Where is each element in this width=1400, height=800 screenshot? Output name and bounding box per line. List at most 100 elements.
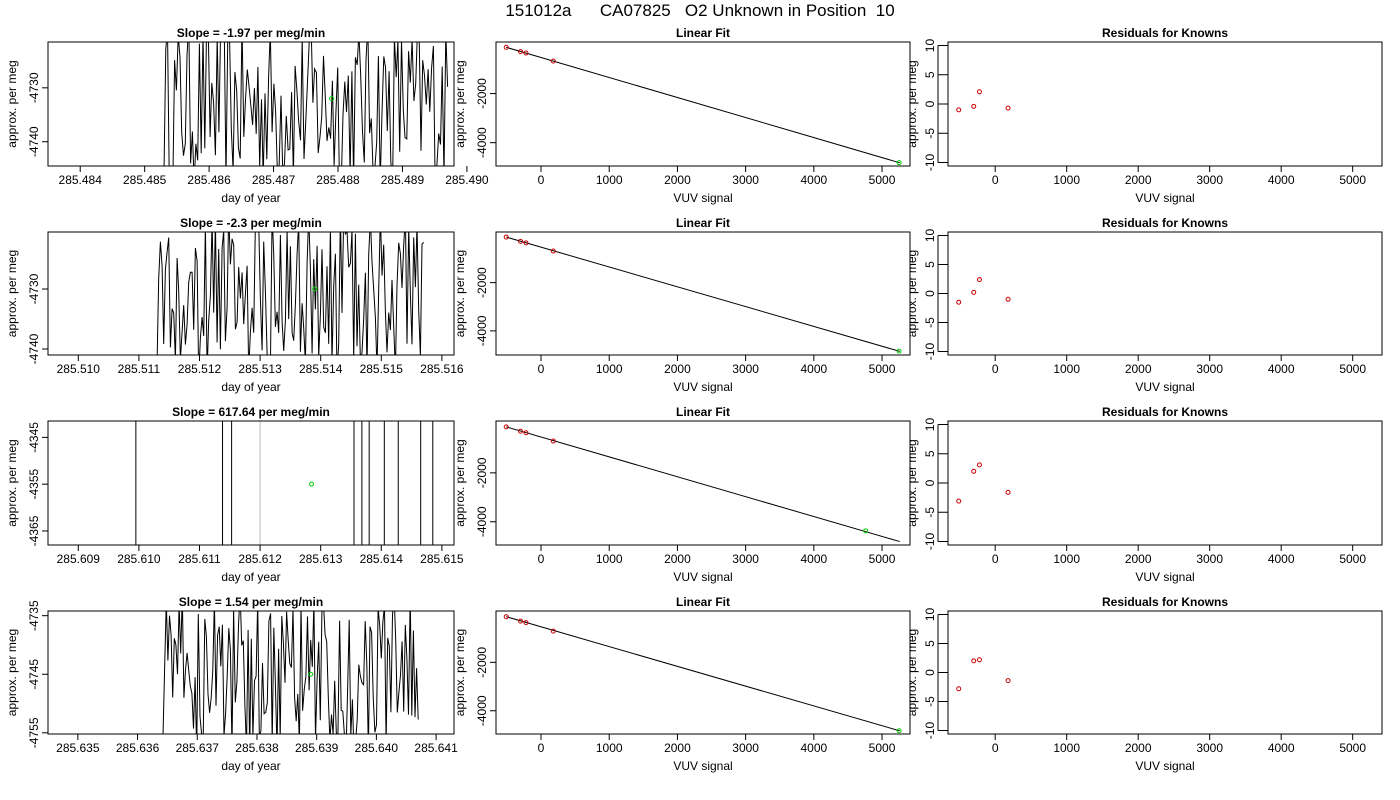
y-tick-label: -2000 — [475, 647, 489, 678]
y-tick-label: 10 — [923, 418, 937, 432]
x-tick-label: 285.511 — [118, 362, 161, 376]
residual-point — [977, 463, 981, 467]
chart-title: Linear Fit — [676, 595, 730, 609]
x-tick-label: 1000 — [1053, 173, 1080, 187]
chart-title: Residuals for Knowns — [1102, 216, 1228, 230]
x-tick-label: 3000 — [732, 362, 759, 376]
x-axis-label: VUV signal — [673, 380, 732, 394]
x-tick-label: 285.488 — [316, 173, 360, 187]
y-tick-label: -4355 — [27, 469, 41, 500]
y-tick-label: -4730 — [27, 273, 41, 304]
y-tick-label: -10 — [923, 343, 937, 361]
y-axis-label: approx. per meg — [5, 439, 19, 526]
drift-trace — [157, 211, 424, 377]
y-tick-label: -5 — [923, 128, 937, 139]
y-tick-label: -4000 — [475, 315, 489, 346]
residual-point — [957, 687, 961, 691]
x-tick-label: 3000 — [1196, 552, 1223, 566]
drift-trace — [161, 591, 418, 755]
x-tick-label: 285.484 — [59, 173, 103, 187]
plot-area — [157, 211, 424, 377]
x-tick-label: 285.635 — [56, 741, 100, 755]
y-tick-label: -4000 — [475, 695, 489, 726]
fit-line — [506, 427, 900, 542]
x-tick-label: 285.516 — [420, 362, 464, 376]
x-tick-label: 285.512 — [178, 362, 222, 376]
x-tick-label: 4000 — [1268, 552, 1295, 566]
chart-title: Residuals for Knowns — [1102, 595, 1228, 609]
x-tick-label: 1000 — [1053, 741, 1080, 755]
y-axis-label: approx. per meg — [5, 60, 19, 147]
chart-title: Slope = -1.97 per meg/min — [177, 26, 325, 40]
plot-frame — [48, 232, 454, 355]
x-tick-label: 4000 — [1268, 362, 1295, 376]
x-tick-label: 285.615 — [420, 552, 464, 566]
chart-panel-r2-drift: Slope = -2.3 per meg/min 285.510 285.511 28… — [5, 211, 464, 394]
x-tick-label: 285.515 — [360, 362, 404, 376]
chart-title: Residuals for Knowns — [1102, 405, 1228, 419]
x-tick-label: 1000 — [596, 741, 623, 755]
plot-area — [504, 425, 900, 542]
drift-trace — [164, 22, 448, 188]
x-tick-label: 285.487 — [252, 173, 296, 187]
y-tick-label: 0 — [923, 669, 937, 676]
x-tick-label: 3000 — [732, 173, 759, 187]
fit-line — [506, 47, 900, 163]
x-tick-label: 285.485 — [123, 173, 167, 187]
y-tick-label: 5 — [923, 450, 937, 457]
chart-title: Residuals for Knowns — [1102, 26, 1228, 40]
y-tick-label: -5 — [923, 317, 937, 328]
residual-point — [1006, 106, 1010, 110]
y-tick-label: -5 — [923, 696, 937, 707]
chart-panel-r4-drift: Slope = 1.54 per meg/min 285.635 285.636 28… — [5, 591, 458, 773]
residual-point — [1006, 679, 1010, 683]
x-axis-label: VUV signal — [1135, 191, 1194, 205]
plot-area — [957, 278, 1010, 305]
chart-title: Slope = -2.3 per meg/min — [180, 216, 322, 230]
chart-title: Linear Fit — [676, 405, 730, 419]
x-axis-label: VUV signal — [673, 570, 732, 584]
y-tick-label: 10 — [923, 39, 937, 53]
x-tick-label: 5000 — [869, 741, 896, 755]
x-tick-label: 285.489 — [381, 173, 425, 187]
y-axis-label: approx. per meg — [453, 60, 467, 147]
x-tick-label: 5000 — [869, 362, 896, 376]
x-tick-label: 5000 — [869, 173, 896, 187]
x-tick-label: 285.613 — [299, 552, 343, 566]
chart-panel-r4-fit: Linear Fit 0 1000 2000 3000 4000 5000 -2000 -400… — [453, 595, 910, 773]
residual-point — [1006, 297, 1010, 301]
x-tick-label: 285.641 — [414, 741, 458, 755]
x-tick-label: 285.614 — [360, 552, 404, 566]
unknown-point — [310, 482, 314, 486]
x-tick-label: 285.514 — [299, 362, 343, 376]
chart-panel-r3-residuals: Residuals for Knowns 0 1000 2000 3000 4000 500… — [905, 405, 1382, 584]
x-axis-label: day of year — [221, 759, 280, 773]
x-tick-label: 3000 — [732, 552, 759, 566]
x-tick-label: 3000 — [1196, 173, 1223, 187]
chart-grid: Slope = -1.97 per meg/min 285.484 285.485 2… — [0, 0, 1400, 800]
y-tick-label: -4745 — [27, 659, 41, 690]
x-tick-label: 0 — [538, 552, 545, 566]
x-axis-label: VUV signal — [1135, 570, 1194, 584]
y-axis-label: approx. per meg — [905, 60, 919, 147]
plot-frame — [948, 232, 1382, 355]
y-tick-label: -2000 — [475, 457, 489, 488]
x-tick-label: 285.513 — [238, 362, 282, 376]
x-axis-label: VUV signal — [673, 191, 732, 205]
y-tick-label: -4735 — [27, 600, 41, 631]
x-tick-label: 1000 — [596, 173, 623, 187]
x-axis-label: day of year — [221, 191, 280, 205]
x-tick-label: 2000 — [664, 552, 691, 566]
y-tick-label: -10 — [923, 153, 937, 171]
plot-area — [957, 658, 1010, 691]
plot-area — [136, 419, 433, 547]
x-tick-label: 4000 — [1268, 741, 1295, 755]
plot-area — [164, 22, 448, 188]
x-tick-label: 4000 — [800, 362, 827, 376]
y-tick-label: -4000 — [475, 127, 489, 158]
y-axis-label: approx. per meg — [453, 250, 467, 337]
x-tick-label: 5000 — [1339, 741, 1366, 755]
x-tick-label: 285.637 — [176, 741, 220, 755]
y-tick-label: 5 — [923, 71, 937, 78]
y-tick-label: -10 — [923, 722, 937, 740]
